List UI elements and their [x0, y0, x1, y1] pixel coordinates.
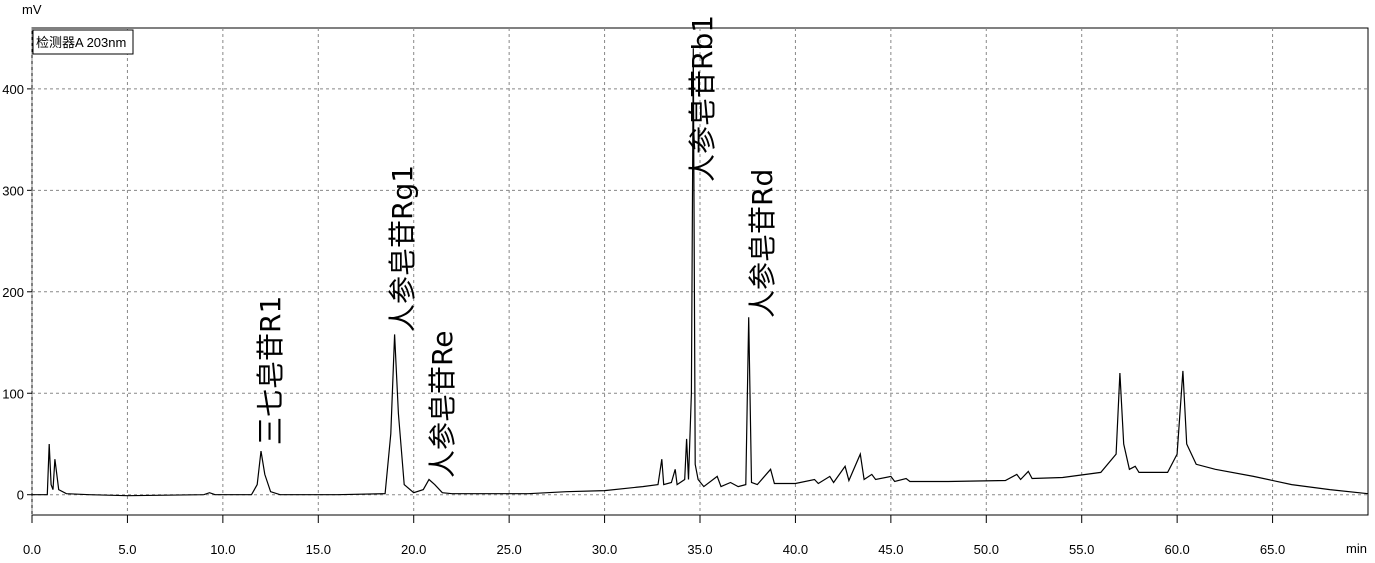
x-tick-label: 30.0	[592, 542, 617, 557]
y-tick-label: 0	[17, 488, 24, 503]
x-tick-label: 50.0	[974, 542, 999, 557]
peak-annotation: 人参皂苷Rd	[746, 169, 779, 318]
legend-box	[32, 29, 134, 55]
y-tick-label: 100	[2, 386, 24, 401]
x-tick-label: 10.0	[210, 542, 235, 557]
legend-label: 检测器A 203nm	[36, 35, 126, 50]
peak-annotation: 人参皂苷Rg1	[386, 165, 419, 332]
peak-annotation: 人参皂苷Rb1	[686, 15, 719, 182]
x-tick-label: 45.0	[878, 542, 903, 557]
x-tick-label: 35.0	[687, 542, 712, 557]
y-tick-label: 300	[2, 183, 24, 198]
peak-annotation: 人参皂苷Re	[426, 331, 459, 478]
y-tick-label: 200	[2, 285, 24, 300]
x-axis-label: min	[1346, 541, 1367, 556]
y-axis-label: mV	[22, 2, 42, 17]
chromatogram-line	[32, 48, 1369, 497]
y-tick-label: 400	[2, 82, 24, 97]
x-tick-label: 0.0	[23, 542, 41, 557]
x-tick-label: 25.0	[496, 542, 521, 557]
x-tick-label: 60.0	[1164, 542, 1189, 557]
x-tick-label: 5.0	[118, 542, 136, 557]
x-tick-label: 20.0	[401, 542, 426, 557]
x-tick-label: 40.0	[783, 542, 808, 557]
x-tick-label: 55.0	[1069, 542, 1094, 557]
x-tick-label: 65.0	[1260, 542, 1285, 557]
x-tick-label: 15.0	[306, 542, 331, 557]
peak-annotation: 三七皂苷R1	[254, 296, 287, 445]
